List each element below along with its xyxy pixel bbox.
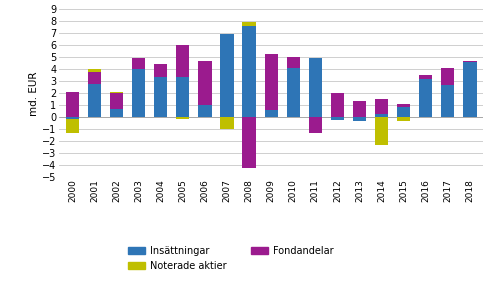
Bar xyxy=(243,22,256,26)
Bar xyxy=(331,93,344,118)
Bar xyxy=(110,109,123,118)
Bar xyxy=(265,110,278,118)
Bar xyxy=(176,76,189,118)
Bar xyxy=(309,118,322,133)
Bar xyxy=(375,114,388,118)
Bar xyxy=(198,105,211,118)
Bar xyxy=(66,92,79,118)
Bar xyxy=(353,101,366,118)
Bar xyxy=(88,84,101,118)
Bar xyxy=(419,75,432,79)
Bar xyxy=(397,118,410,121)
Bar xyxy=(176,45,189,76)
Bar xyxy=(441,85,455,118)
Bar xyxy=(286,57,300,68)
Bar xyxy=(66,119,79,133)
Legend: Insättningar, Noterade aktier, Fondandelar: Insättningar, Noterade aktier, Fondandel… xyxy=(128,246,334,271)
Bar xyxy=(441,68,455,85)
Bar xyxy=(176,118,189,119)
Bar xyxy=(243,26,256,118)
Bar xyxy=(110,92,123,93)
Bar xyxy=(132,69,145,118)
Bar xyxy=(110,93,123,109)
Bar xyxy=(88,69,101,72)
Bar xyxy=(463,61,477,62)
Bar xyxy=(463,62,477,118)
Bar xyxy=(243,118,256,168)
Bar xyxy=(419,79,432,118)
Bar xyxy=(154,76,167,118)
Bar xyxy=(286,68,300,118)
Bar xyxy=(88,72,101,84)
Bar xyxy=(397,106,410,118)
Bar xyxy=(309,58,322,118)
Bar xyxy=(353,118,366,121)
Bar xyxy=(375,99,388,114)
Bar xyxy=(397,104,410,106)
Bar xyxy=(331,118,344,120)
Y-axis label: md. EUR: md. EUR xyxy=(29,71,39,116)
Bar xyxy=(198,61,211,105)
Bar xyxy=(132,58,145,69)
Bar xyxy=(265,54,278,110)
Bar xyxy=(220,118,234,129)
Bar xyxy=(66,118,79,119)
Bar xyxy=(375,118,388,145)
Bar xyxy=(220,35,234,118)
Bar xyxy=(154,65,167,76)
